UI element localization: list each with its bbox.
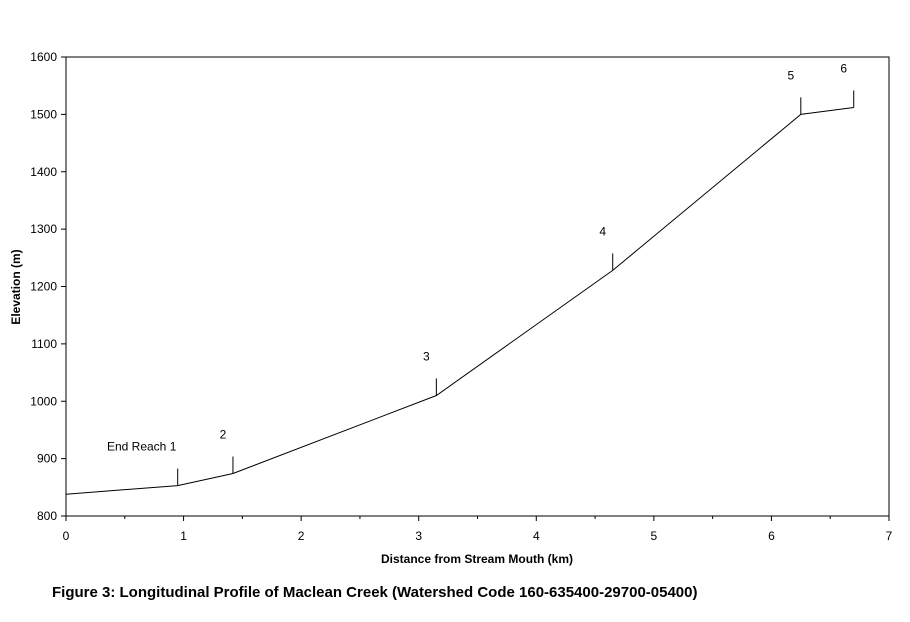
y-tick-label: 1400 bbox=[30, 165, 57, 179]
reach-label: 6 bbox=[840, 61, 847, 75]
reach-label: 2 bbox=[220, 428, 227, 442]
reach-annotations: End Reach 1 2 3 4 5 6 bbox=[107, 61, 855, 486]
x-tick-label: 7 bbox=[886, 529, 893, 543]
y-tick-label: 1100 bbox=[31, 337, 57, 351]
reach-label: 4 bbox=[599, 224, 606, 238]
plot-area bbox=[65, 56, 890, 517]
y-tick-label: 800 bbox=[37, 509, 57, 523]
reach-label: 5 bbox=[787, 68, 794, 82]
y-tick-label: 1300 bbox=[30, 222, 57, 236]
reach-label: 3 bbox=[423, 350, 430, 364]
y-tick-label: 1500 bbox=[30, 107, 57, 121]
x-tick-label: 6 bbox=[768, 529, 775, 543]
y-axis-ticks: 800 900 1000 1100 1200 1300 1400 1500 1600 bbox=[30, 50, 66, 523]
y-tick-label: 1000 bbox=[30, 394, 57, 408]
y-tick-label: 900 bbox=[37, 452, 57, 466]
x-tick-label: 0 bbox=[63, 529, 70, 543]
x-tick-label: 3 bbox=[415, 529, 422, 543]
x-tick-label: 5 bbox=[651, 529, 658, 543]
x-axis-title: Distance from Stream Mouth (km) bbox=[381, 552, 573, 566]
y-axis-title: Elevation (m) bbox=[9, 249, 23, 324]
x-axis-ticks: 0 1 2 3 4 5 6 7 bbox=[63, 516, 893, 543]
reach-label: End Reach 1 bbox=[107, 440, 177, 454]
x-tick-label: 4 bbox=[533, 529, 540, 543]
chart: 800 900 1000 1100 1200 1300 1400 1500 1600 0 1 2 3 4… bbox=[9, 50, 893, 566]
x-tick-label: 1 bbox=[180, 529, 187, 543]
figure-caption: Figure 3: Longitudinal Profile of Maclea… bbox=[52, 584, 698, 601]
y-tick-label: 1200 bbox=[30, 280, 57, 294]
x-tick-label: 2 bbox=[298, 529, 305, 543]
y-tick-label: 1600 bbox=[30, 50, 57, 64]
